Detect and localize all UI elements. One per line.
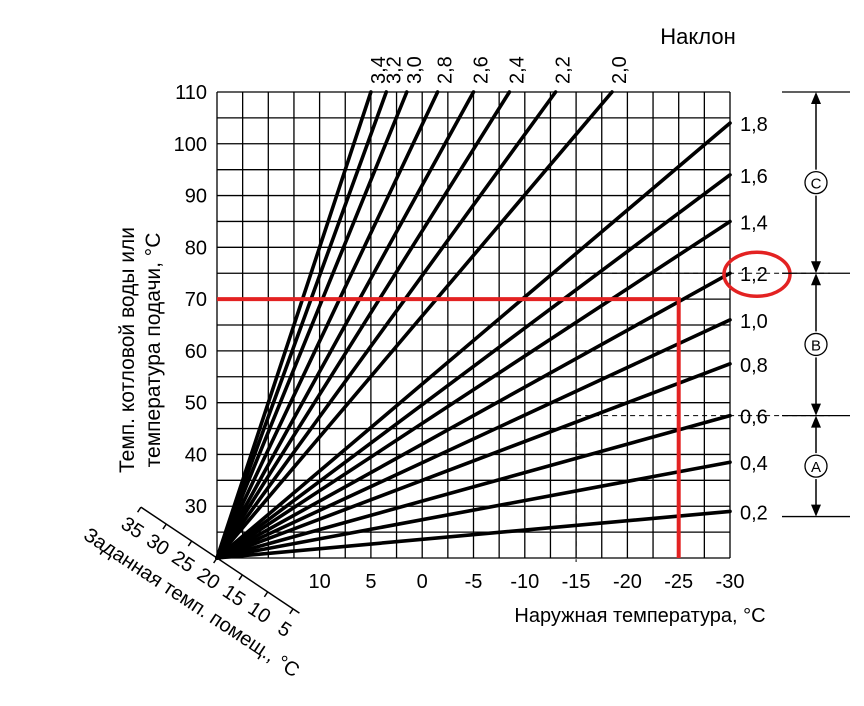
series-label-right: 0,6 <box>740 407 768 429</box>
series-label-top: 2,0 <box>609 56 631 84</box>
series-label-right: 0,8 <box>740 355 768 377</box>
room-axis-tick <box>238 574 243 581</box>
x-axis-label: Наружная температура, °C <box>514 605 765 627</box>
y-tick-label: 50 <box>185 393 207 415</box>
series-label-right: 0,4 <box>740 453 768 475</box>
heating-curve-3-4 <box>215 90 373 560</box>
zone-arrow-head <box>811 273 821 286</box>
zone-arrow-head <box>811 403 821 416</box>
x-tick-label: -15 <box>562 571 591 593</box>
series-label-top: 3,2 <box>383 56 405 84</box>
heating-curve-2-6 <box>215 90 476 560</box>
y-tick-label: 30 <box>185 496 207 518</box>
x-tick-label: -5 <box>465 571 483 593</box>
heating-curve-1-4 <box>215 219 732 560</box>
series-label-top: 2,8 <box>435 56 457 84</box>
room-axis-line <box>140 506 300 614</box>
x-tick-label: -20 <box>613 571 642 593</box>
zone-marker-circle <box>804 454 828 478</box>
series-label-top: 2,6 <box>471 56 493 84</box>
room-axis-tick <box>187 540 193 547</box>
room-axis-tick <box>263 591 269 598</box>
series-label-right: 1,8 <box>740 114 768 136</box>
room-tick-label: 15 <box>218 581 249 612</box>
room-axis-tick <box>162 523 167 530</box>
y-axis-label-line2: температура подачи, °C <box>142 233 165 468</box>
series-label-right: 1,6 <box>740 166 768 188</box>
room-tick-label: 35 <box>117 513 148 544</box>
curves <box>215 90 732 560</box>
room-tick-label: 25 <box>168 547 199 578</box>
x-tick-label: -30 <box>716 571 745 593</box>
heating-curve-2-2 <box>215 90 558 560</box>
y-tick-label: 90 <box>185 186 207 208</box>
series-label-top: 2,4 <box>506 56 528 84</box>
heating-curve-0-2 <box>215 509 732 560</box>
room-tick-label: 5 <box>274 618 295 642</box>
y-axis-label-line1: Темп. котловой воды или <box>116 227 139 473</box>
room-axis-tick <box>136 506 142 513</box>
zone-brackets: C B A <box>782 91 850 518</box>
y-tick-label: 40 <box>185 444 207 466</box>
zone-arrow-head <box>811 92 821 104</box>
zone-marker-label: C <box>811 176 822 193</box>
heating-curve-2-4 <box>215 90 512 560</box>
heating-curve-0-6 <box>215 413 732 560</box>
series-label-right: 1,0 <box>740 311 768 333</box>
y-tick-label: 80 <box>185 237 207 259</box>
series-label-right: 0,2 <box>740 502 768 524</box>
room-tick-label: 10 <box>244 598 275 629</box>
zone-arrow-head <box>811 415 821 428</box>
heating-curve-1-8 <box>215 121 732 560</box>
zone-marker-label: A <box>811 459 821 476</box>
heating-curve-2-8 <box>215 90 440 560</box>
series-label-top: 3,0 <box>404 56 426 84</box>
heating-curve-3-0 <box>215 90 409 560</box>
x-tick-label: 0 <box>417 571 428 593</box>
heating-curve-3-2 <box>215 90 389 560</box>
x-tick-label: -25 <box>664 571 693 593</box>
series-label-right: 1,2 <box>740 264 768 286</box>
room-tick-label: 20 <box>193 564 224 595</box>
room-tick-label: 30 <box>142 530 173 561</box>
y-tick-label: 100 <box>174 134 207 156</box>
room-axis-tick <box>213 557 218 564</box>
series-label-top: 2,2 <box>553 56 575 84</box>
heating-curve-0-4 <box>215 460 732 560</box>
series-label-top: 3,4 <box>368 56 390 84</box>
reference-lines <box>575 271 830 562</box>
y-tick-label: 60 <box>185 341 207 363</box>
heating-curve-2-0 <box>215 90 614 560</box>
heating-curve-1-2 <box>215 271 732 560</box>
zone-arrow-head <box>811 261 821 274</box>
heating-curve-1-6 <box>215 173 732 560</box>
room-axis-tick <box>289 608 294 615</box>
zone-marker-label: B <box>811 337 821 354</box>
heating-curve-1-0 <box>215 318 732 560</box>
y-tick-label: 110 <box>175 82 207 104</box>
highlight-ellipse <box>722 250 792 298</box>
zone-marker-circle <box>804 170 828 195</box>
y-tick-label: 70 <box>185 289 207 311</box>
x-tick-label: 10 <box>308 571 330 593</box>
zone-arrow-head <box>811 504 821 517</box>
zone-marker-circle <box>804 332 828 357</box>
chart-title: Наклон <box>660 24 735 49</box>
series-label-right: 1,4 <box>740 212 768 234</box>
heating-curve-0-8 <box>215 362 732 560</box>
x-tick-label: -10 <box>510 571 539 593</box>
x-tick-label: 5 <box>365 571 376 593</box>
